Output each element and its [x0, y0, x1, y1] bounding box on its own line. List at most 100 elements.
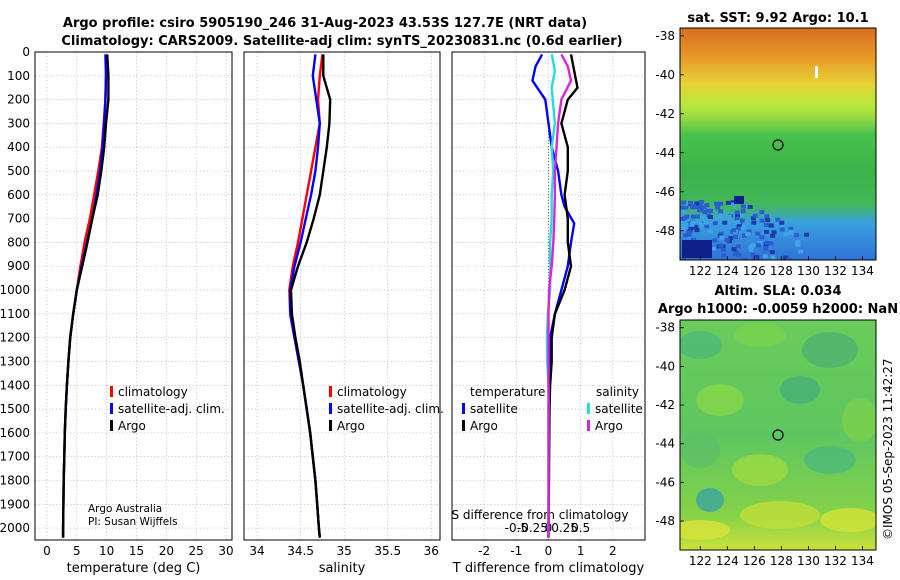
- sst-cold-pixel: [731, 228, 737, 233]
- sst-cold-pixel: [769, 250, 775, 255]
- sla-anomaly-blob: [820, 508, 876, 532]
- sla-anomaly-blob: [804, 446, 856, 474]
- difference-legend: temperature satellite Argo salinity sate…: [462, 385, 643, 433]
- y-tick-label: 700: [7, 212, 30, 226]
- legend-swatch-clim: [110, 386, 113, 397]
- y-tick-label: 1100: [0, 307, 30, 321]
- sst-cold-pixel: [764, 229, 770, 234]
- sst-cold-pixel: [699, 223, 705, 228]
- sst-cold-pixel: [736, 253, 742, 257]
- y-tick-label: -46: [655, 475, 675, 489]
- legend-swatch-argo: [110, 420, 113, 431]
- sla-anomaly-blob: [680, 520, 730, 540]
- x-tick-label: 128: [770, 264, 793, 278]
- sst-cold-pixel: [701, 215, 707, 220]
- sst-cold-pixel: [731, 247, 737, 252]
- x-tick-label: 132: [824, 554, 847, 568]
- top-tick-label: -0.25: [517, 521, 548, 535]
- figure-title-line1: Argo profile: csiro 5905190_246 31-Aug-2…: [63, 16, 587, 31]
- sst-cold-pixel: [699, 200, 704, 205]
- sst-cold-pixel: [686, 232, 692, 237]
- y-tick-label: -44: [655, 437, 675, 451]
- sst-cold-pixel: [783, 232, 789, 237]
- sst-cold-pixel: [747, 205, 753, 209]
- sst-cold-pixel: [715, 205, 721, 210]
- sst-cold-pixel: [741, 204, 746, 209]
- sst-cold-pixel: [720, 247, 726, 252]
- sst-cold-pixel: [684, 214, 690, 219]
- sst-cold-pixel: [689, 222, 695, 227]
- sst-cold-pixel: [768, 223, 774, 228]
- sst-cold-pixel: [708, 208, 713, 213]
- sst-cold-pixel: [804, 232, 810, 237]
- sst-cold-pixel: [740, 225, 746, 230]
- sst-cold-pixel: [718, 209, 723, 214]
- sst-cold-pixel: [756, 243, 761, 248]
- sst-cold-pixel: [750, 216, 756, 221]
- x-tick-label: 36: [424, 544, 439, 558]
- sst-cold-pixel: [681, 200, 687, 205]
- plot-frame: [243, 51, 441, 541]
- y-tick-label: -48: [655, 224, 675, 238]
- sst-cold-pixel: [704, 203, 710, 208]
- sst-cold-pixel: [719, 214, 725, 219]
- y-tick-label: 1700: [0, 450, 30, 464]
- y-tick-label: 1600: [0, 426, 30, 440]
- sst-cold-pixel: [722, 220, 728, 225]
- x-tick-label: -2: [478, 544, 490, 558]
- x-tick-label: 122: [689, 554, 712, 568]
- sst-cold-pixel: [725, 200, 731, 205]
- x-tick-label: 25: [189, 544, 204, 558]
- x-tick-label: 132: [824, 264, 847, 278]
- x-tick-label: 15: [129, 544, 144, 558]
- plot-background: [35, 52, 232, 540]
- sla-anomaly-blob: [696, 384, 744, 416]
- sst-cold-pixel: [691, 204, 697, 209]
- x-tick-label: 35.5: [374, 544, 401, 558]
- sst-cold-pixel: [788, 231, 794, 235]
- sst-cold-pixel: [718, 243, 724, 248]
- y-tick-label: -40: [655, 68, 675, 82]
- sst-cold-pixel: [703, 220, 709, 225]
- sla-anomaly-blob: [732, 454, 788, 486]
- sst-cold-pixel: [757, 240, 763, 245]
- sst-cold-pixel: [764, 214, 770, 219]
- x-tick-label: -1: [510, 544, 522, 558]
- top-tick-label: 0.5: [571, 521, 590, 535]
- x-axis-label: salinity: [319, 561, 366, 576]
- sst-map-frame: [679, 27, 877, 261]
- top-axis-label: S difference from climatology: [452, 508, 629, 522]
- legend-label-sat: satellite-adj. clim.: [118, 402, 225, 416]
- legend-title-salinity: salinity: [596, 385, 639, 399]
- sst-cold-pixel: [735, 213, 740, 218]
- sst-cold-pixel: [694, 228, 700, 233]
- sst-cold-pixel: [680, 227, 686, 232]
- x-tick-label: 0: [43, 544, 51, 558]
- sst-cold-pixel: [680, 224, 686, 229]
- sst-map: sat. SST: 9.92 Argo: 10.1 122 124 126 128 13…: [655, 11, 877, 278]
- y-tick-label: 0: [22, 45, 30, 59]
- x-tick-label: 0: [545, 544, 553, 558]
- y-tick-label: -40: [655, 359, 675, 373]
- y-tick-label: 800: [7, 235, 30, 249]
- sla-anomaly-blob: [680, 331, 722, 359]
- x-tick-label: 130: [797, 264, 820, 278]
- sst-cold-pixel: [690, 214, 696, 219]
- sla-map-title-1: Altim. SLA: 0.034: [715, 284, 842, 299]
- sst-cold-pixel: [755, 231, 761, 236]
- legend-label-argo-s: Argo: [595, 419, 623, 433]
- y-tick-label: 900: [7, 259, 30, 273]
- sst-cold-pixel: [680, 209, 686, 214]
- sst-cold-pixel: [783, 255, 789, 260]
- y-tick-label: 1000: [0, 283, 30, 297]
- x-tick-label: 30: [218, 544, 233, 558]
- x-tick-label: 10: [99, 544, 114, 558]
- top-tick-label: 0.25: [551, 521, 578, 535]
- salinity-panel: 34 34.5 35 35.5 36 salinity: [243, 51, 441, 576]
- sst-cold-pixel: [740, 209, 746, 214]
- sst-cold-pixel: [694, 214, 700, 219]
- x-tick-label: 124: [716, 264, 739, 278]
- sst-cold-pixel: [735, 226, 741, 231]
- sst-cold-pixel: [732, 235, 738, 240]
- sst-missing-pixel: [815, 66, 818, 78]
